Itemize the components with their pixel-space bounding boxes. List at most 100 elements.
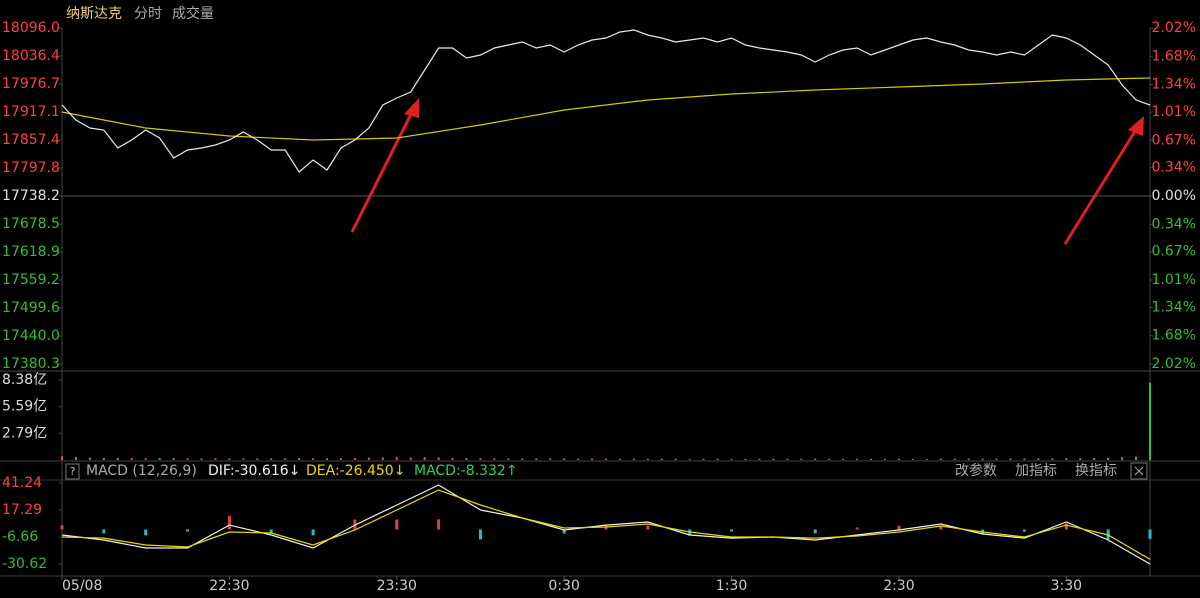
volume-bar <box>172 458 175 460</box>
y-tick-label: 17499.6 <box>2 300 60 316</box>
volume-bar <box>577 458 580 460</box>
volume-bar <box>995 458 998 460</box>
volume-bar <box>856 458 859 460</box>
arrow <box>350 98 419 233</box>
macd-bar <box>102 529 106 534</box>
volume-bar <box>842 458 845 460</box>
volume-bar <box>312 458 315 460</box>
volume-bar <box>116 457 119 460</box>
y2-tick-label: 1.01% <box>1152 104 1196 120</box>
volume-bar <box>786 458 789 460</box>
arrow <box>1063 116 1144 245</box>
y2-tick-label: 0.67% <box>1152 132 1196 148</box>
readout: MACD:-8.332↑ <box>414 463 518 479</box>
volume-bar <box>1009 458 1012 460</box>
macd-bar <box>437 519 441 530</box>
volume-bar <box>716 458 719 460</box>
volume-bar <box>870 458 873 460</box>
volume-bar <box>130 458 133 460</box>
volume-bar <box>1051 458 1054 460</box>
volume-bar <box>632 458 635 460</box>
volume-bar <box>284 458 287 460</box>
volume-bar <box>200 458 203 460</box>
dif-line <box>61 484 1151 565</box>
volume-bar <box>674 458 677 460</box>
y-tick-label: 2.79亿 <box>2 425 47 441</box>
y-tick-label: 17380.3 <box>2 356 60 372</box>
close-box[interactable] <box>1130 462 1148 480</box>
button[interactable]: 换指标 <box>1075 462 1117 479</box>
volume-bar <box>814 458 817 460</box>
y2-tick-label: 1.34% <box>1152 77 1196 93</box>
volume-bar <box>465 458 468 460</box>
button[interactable]: 加指标 <box>1015 463 1057 479</box>
close-button[interactable] <box>1130 462 1148 480</box>
average-line <box>61 77 1151 141</box>
volume-bar <box>242 458 245 460</box>
y-tick-label: 17.29 <box>2 502 42 518</box>
close-icon[interactable] <box>1134 466 1144 476</box>
help-box[interactable] <box>65 463 80 480</box>
x-tick-label: 0:30 <box>548 578 579 594</box>
volume-bar <box>660 458 663 460</box>
x-tick-label: 23:30 <box>377 578 417 594</box>
volume-bar <box>381 457 384 460</box>
volume-bar <box>228 458 231 460</box>
volume-bar <box>353 457 356 460</box>
y-tick-label: 17797.8 <box>2 160 60 176</box>
y2-tick-label: 1.68% <box>1152 328 1196 344</box>
y-tick-label: 17917.1 <box>2 104 60 120</box>
volume-bar <box>451 457 454 460</box>
volume-bar <box>256 458 259 460</box>
volume-bar <box>535 458 538 460</box>
volume-bar <box>605 458 607 460</box>
readout: DEA:-26.450↓ <box>306 463 405 479</box>
y2-tick-label: 0.34% <box>1152 160 1196 176</box>
macd-bar <box>939 525 943 530</box>
volume-bar <box>897 458 900 460</box>
volume-bar <box>395 457 398 460</box>
tab[interactable]: 分时 <box>134 6 162 22</box>
volume-bar <box>828 458 831 460</box>
macd-bar <box>311 529 315 536</box>
macd-bar <box>855 527 859 530</box>
macd-bar <box>60 525 64 530</box>
volume-bar <box>270 458 273 460</box>
arrow-head <box>404 98 419 118</box>
volume-bar <box>144 458 147 460</box>
macd-bar <box>730 529 734 532</box>
y-tick-label: 17618.9 <box>2 244 60 260</box>
volume-bar <box>1023 458 1026 460</box>
volume-bar <box>702 458 705 460</box>
volume-bar <box>61 456 63 460</box>
macd-bar <box>646 525 650 530</box>
button[interactable]: 改参数 <box>955 462 997 479</box>
volume-bar <box>1079 458 1082 460</box>
volume-bar <box>298 458 301 460</box>
y2-tick-label: 0.00% <box>1152 188 1196 204</box>
chart-title: 纳斯达克 <box>66 6 122 22</box>
help[interactable]: ? <box>70 465 76 478</box>
volume-bar <box>953 458 956 460</box>
y-tick-label: -6.66 <box>2 529 38 545</box>
volume-bar <box>646 458 649 460</box>
y-tick-label: 17857.4 <box>2 132 60 148</box>
volume-bar <box>479 458 482 460</box>
volume-bar <box>493 458 496 460</box>
volume-bar <box>883 458 886 460</box>
y-tick-label: 17440.0 <box>2 328 60 344</box>
macd-bar <box>395 519 399 530</box>
y-tick-label: 41.24 <box>2 475 42 491</box>
macd-bar <box>1064 523 1068 530</box>
macd-bar <box>1022 529 1026 532</box>
volume-bar <box>563 458 566 460</box>
volume-bar <box>74 457 77 460</box>
volume-bar <box>1065 458 1068 460</box>
x-tick-label: 05/08 <box>62 578 102 594</box>
y-tick-label: 17559.2 <box>2 272 60 288</box>
y2-tick-label: 1.34% <box>1152 299 1196 315</box>
price-line <box>61 29 1151 173</box>
tab[interactable]: 成交量 <box>172 5 214 22</box>
volume-bar <box>409 457 412 460</box>
volume-bar <box>367 457 370 460</box>
